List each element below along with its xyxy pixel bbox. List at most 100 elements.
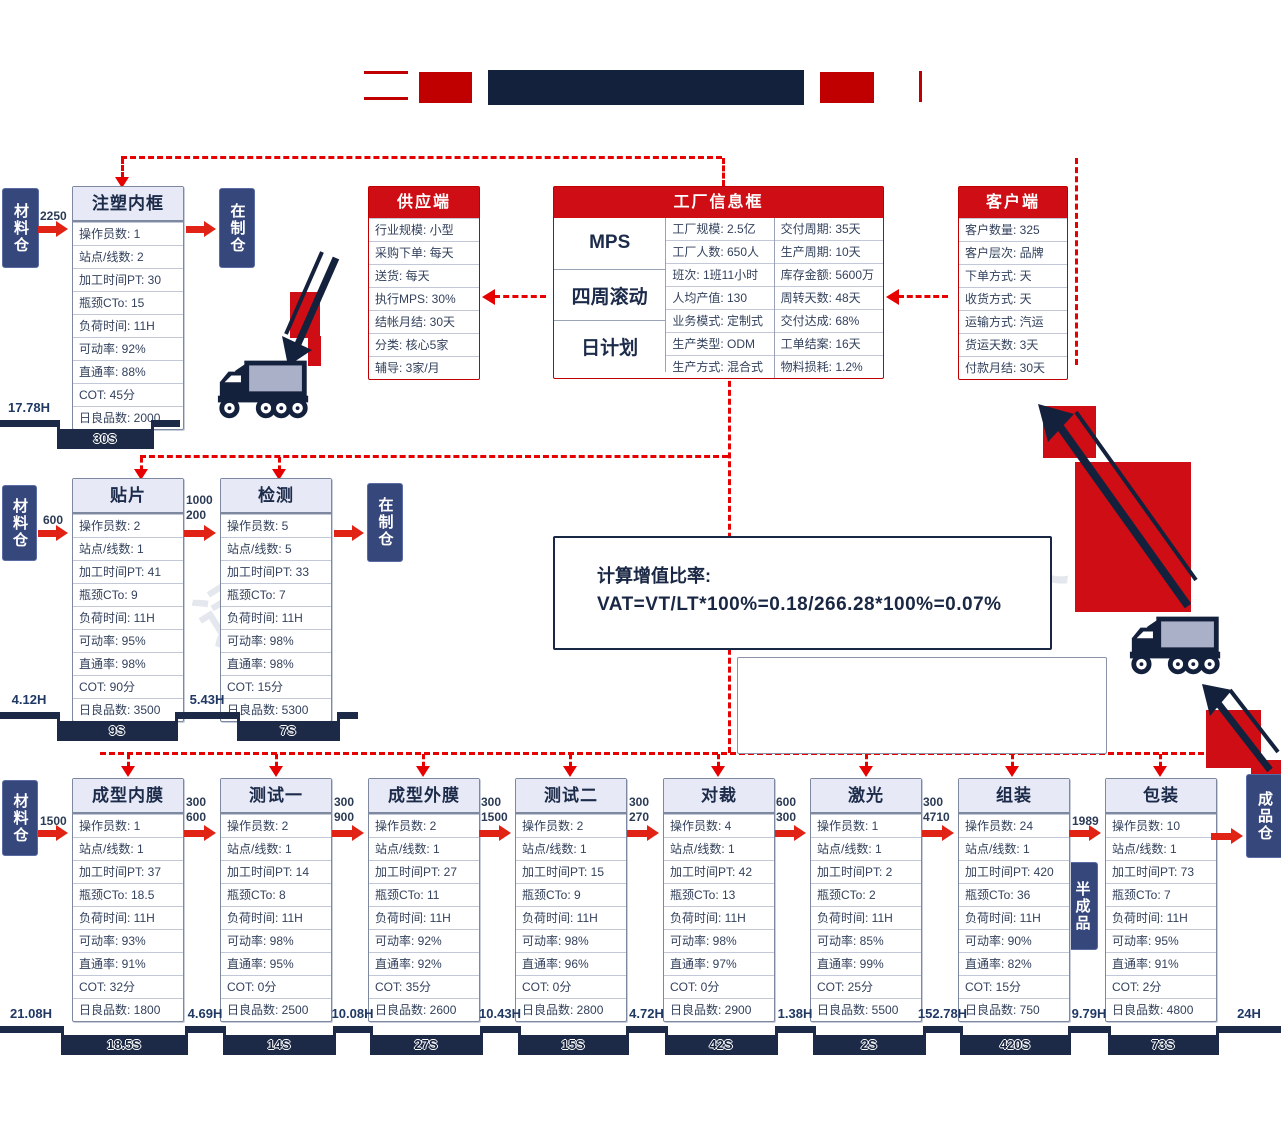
process-title: 测试一 [221, 779, 331, 814]
timeline-step-connector [61, 1026, 64, 1055]
warehouse-material: 材料仓 [2, 485, 37, 561]
title-deco-block-right [820, 72, 874, 103]
process-attr-row: 加工时间PT: 41 [73, 560, 183, 583]
factory-attr-row: 业务模式: 定制式 [666, 309, 774, 332]
factory-attr-row: 工厂规模: 2.5亿 [672, 222, 756, 236]
timeline-process-label: 9S [109, 723, 125, 738]
factory-attr-row: 人均产值: 130 [666, 286, 774, 309]
process-box: 测试二 操作员数: 2 站点/线数: 1 加工时间PT: 15 瓶颈CTo: 9 负荷时间… [515, 778, 627, 1022]
info-attr-row: 分类: 核心5家 [369, 333, 479, 356]
timeline-step-connector [57, 712, 60, 741]
process-attr-row: 直通率: 91% [1106, 952, 1216, 975]
material-flow-arrow [184, 825, 216, 842]
process-attr-row: 日良品数: 2600 [369, 998, 479, 1021]
factory-attr-row: 生产方式: 混合式 [666, 355, 774, 378]
timeline-step-connector [813, 1026, 816, 1055]
customer-box: 客户端 客户数量: 325 客户层次: 品牌 下单方式: 天收货方式: 天运输方式: … [958, 186, 1068, 380]
material-flow-arrow [38, 825, 68, 842]
factory-attr-row: 物料损耗: 1.2% [774, 355, 883, 378]
process-attr-row: 站点/线数: 1 [73, 537, 183, 560]
flow-quantity-line: 300 [776, 810, 797, 824]
timeline-wait-segment [338, 712, 358, 719]
process-attr-row: 瓶颈CTo: 18.5 [73, 883, 183, 906]
flow-quantity-line: 2250 [40, 209, 67, 223]
schedule-drop-inspect [278, 457, 281, 471]
arrow-head [204, 221, 216, 237]
process-attr-row: 可动率: 98% [221, 929, 331, 952]
timeline-process-segment [666, 1035, 776, 1055]
arrow-body [184, 830, 205, 837]
schedule-drop-process [127, 754, 130, 767]
process-attr-row: 操作员数: 5 [221, 514, 331, 537]
schedule-drop-process [865, 754, 868, 767]
process-attr-row: 可动率: 98% [516, 929, 626, 952]
schedule-drop-process [1159, 754, 1162, 767]
flow-quantity-line: 300 [186, 795, 207, 809]
process-attr-row: 加工时间PT: 73 [1106, 860, 1216, 883]
timeline-step-connector [960, 1026, 963, 1055]
info-attr-row: 客户层次: 品牌 [959, 241, 1067, 264]
shipment-arrow-icon [1038, 404, 1198, 609]
material-flow-arrow [334, 525, 364, 542]
customer-title: 客户端 [959, 187, 1067, 218]
process-box: 测试一 操作员数: 2 站点/线数: 1 加工时间PT: 14 瓶颈CTo: 8 负荷时间… [220, 778, 332, 1022]
timeline-step-connector [151, 420, 154, 449]
flow-quantity-line: 900 [334, 810, 355, 824]
flow-quantity-line: 1500 [40, 814, 67, 828]
timeline-wait-segment [1069, 1026, 1109, 1033]
factory-attr-row: 周转天数: 48天 [774, 286, 883, 309]
process-title: 激光 [811, 779, 921, 814]
process-attr-row: COT: 2分 [1106, 975, 1216, 998]
timeline-wait-label: 21.08H [10, 1006, 52, 1021]
flow-quantity-label: 1989 [1072, 814, 1099, 829]
timeline-step-connector [626, 1026, 629, 1055]
process-attr-row: 站点/线数: 1 [1106, 837, 1216, 860]
process-attr-row: 负荷时间: 11H [73, 606, 183, 629]
process-attr-row: 负荷时间: 11H [221, 906, 331, 929]
process-attr-row: 站点/线数: 1 [221, 837, 331, 860]
arrow-body [479, 830, 500, 837]
schedule-line-bottom [100, 752, 1240, 755]
truck-icon [1129, 616, 1221, 675]
process-box: 注塑内框 操作员数: 1 站点/线数: 2 加工时间PT: 30 瓶颈CTo: 15 负荷… [72, 186, 184, 430]
arrow-head [794, 825, 806, 841]
flow-quantity-label: 1000 200 [186, 493, 213, 523]
process-attr-row: 日良品数: 4800 [1106, 998, 1216, 1021]
timeline-process-label: 7S [280, 723, 296, 738]
process-attr-row: 操作员数: 1 [73, 222, 183, 245]
warehouse-material: 材料仓 [2, 780, 38, 856]
info-attr-row: 执行MPS: 30% [369, 287, 479, 310]
flow-quantity-line: 300 [923, 795, 944, 809]
warehouse-wip: 在制仓 [367, 483, 403, 562]
flow-quantity-line: 600 [776, 795, 797, 809]
material-flow-arrow [1069, 825, 1101, 842]
flow-quantity-line: 4710 [923, 810, 950, 824]
process-attr-row: 操作员数: 2 [73, 514, 183, 537]
flow-quantity-line: 1500 [481, 810, 508, 824]
process-attr-row: COT: 32分 [73, 975, 183, 998]
timeline-step-connector [175, 712, 178, 741]
supplier-comm-dashed [494, 295, 546, 298]
timeline-step-connector [1068, 1026, 1071, 1055]
schedule-line-top [121, 156, 722, 159]
process-attr-row: 瓶颈CTo: 36 [959, 883, 1069, 906]
schedule-drop-customer-side [1075, 158, 1078, 365]
process-attr-row: 加工时间PT: 15 [516, 860, 626, 883]
timeline-wait-label: 5.43H [189, 692, 225, 707]
arrow-body [775, 830, 795, 837]
process-attr-row: 可动率: 98% [664, 929, 774, 952]
timeline-step-connector [1216, 1026, 1219, 1055]
title-redacted-bar [488, 70, 804, 105]
warehouse-finished: 成品仓 [1246, 774, 1281, 858]
process-attr-row: 操作员数: 24 [959, 814, 1069, 837]
process-attr-row: 瓶颈CTo: 7 [221, 583, 331, 606]
schedule-drop-molding [121, 158, 124, 178]
material-flow-arrow [38, 221, 68, 238]
timeline-step-connector [665, 1026, 668, 1055]
schedule-drop-process [717, 754, 720, 767]
material-flow-arrow [775, 825, 806, 842]
flow-quantity-line: 300 [334, 795, 355, 809]
process-attr-row: 加工时间PT: 27 [369, 860, 479, 883]
material-flow-arrow [627, 825, 659, 842]
